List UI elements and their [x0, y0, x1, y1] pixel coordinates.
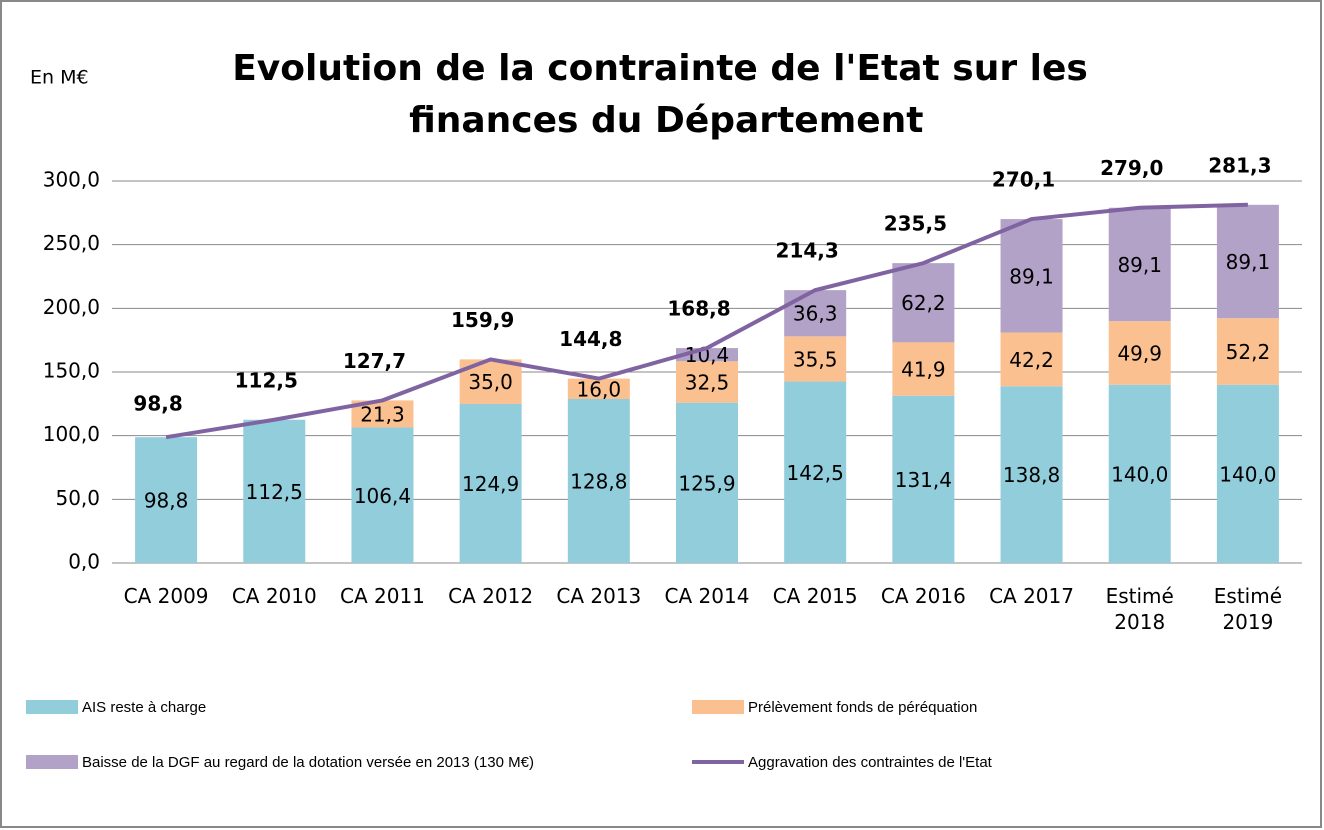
data-label: 125,9 — [678, 471, 735, 495]
data-label: 62,2 — [901, 291, 946, 315]
line-label: 270,1 — [992, 168, 1055, 192]
x-tick-label: CA 2010 — [231, 584, 317, 608]
x-tick-label: CA 2016 — [880, 584, 966, 608]
data-label: 21,3 — [360, 402, 405, 426]
y-tick-label: 100,0 — [43, 422, 100, 446]
data-label: 124,9 — [462, 472, 519, 496]
x-tick-label: CA 2013 — [556, 584, 642, 608]
data-label: 112,5 — [246, 480, 303, 504]
data-label: 89,1 — [1009, 264, 1054, 288]
bar-segment — [892, 395, 955, 563]
data-label: 35,5 — [793, 347, 838, 371]
data-label: 98,8 — [144, 489, 189, 513]
bar-segment — [1216, 318, 1279, 385]
bar-segment — [567, 398, 630, 563]
bar-segment — [243, 419, 306, 563]
line-label: 144,8 — [559, 327, 622, 351]
legend-swatch — [692, 700, 744, 714]
data-label: 131,4 — [895, 468, 952, 492]
line-label: 127,7 — [343, 349, 406, 373]
line-label: 281,3 — [1208, 153, 1271, 177]
data-label: 142,5 — [787, 461, 844, 485]
bar-segment — [1000, 219, 1063, 333]
line-label: 98,8 — [133, 392, 182, 416]
x-tick-label: CA 2017 — [989, 584, 1074, 608]
legend-swatch — [26, 755, 78, 769]
bar-segment — [784, 381, 847, 563]
x-tick-label: CA 2015 — [772, 584, 858, 608]
y-tick-label: 200,0 — [43, 295, 100, 319]
legend-label: AIS reste à charge — [82, 699, 206, 716]
line — [165, 202, 1248, 440]
bar-segment — [135, 437, 198, 563]
bar-segment — [892, 263, 955, 343]
bar-segment — [676, 402, 738, 563]
line-label: 279,0 — [1100, 156, 1163, 180]
data-label: 49,9 — [1117, 341, 1162, 365]
x-tick-label: Estimé 2018 — [1105, 584, 1174, 634]
data-label: 89,1 — [1226, 250, 1271, 274]
data-label: 128,8 — [570, 469, 627, 493]
legend-swatch — [26, 700, 78, 714]
data-label: 42,2 — [1009, 348, 1054, 372]
line-label: 112,5 — [235, 368, 298, 392]
bar-segment — [1000, 332, 1063, 387]
data-label: 41,9 — [901, 358, 946, 382]
data-label: 36,3 — [793, 302, 838, 326]
line-label: 168,8 — [667, 297, 730, 321]
bar-segment — [784, 336, 847, 382]
bar-segment — [1216, 204, 1279, 319]
bar-segment — [459, 403, 522, 563]
bar-segment — [567, 378, 630, 399]
x-tick-label: CA 2011 — [340, 584, 425, 608]
data-label: 89,1 — [1117, 253, 1162, 277]
chart-title: Evolution de la contrainte de l'Etat sur… — [232, 48, 1088, 141]
bar-segment — [784, 290, 847, 337]
data-label: 140,0 — [1111, 462, 1168, 486]
legend-label: Prélèvement fonds de péréquation — [748, 699, 977, 716]
data-label: 32,5 — [685, 370, 730, 394]
y-tick-label: 300,0 — [43, 168, 100, 192]
bar-segment — [1216, 384, 1279, 563]
bar-segment — [892, 342, 955, 396]
bar-segment — [351, 427, 414, 563]
data-label: 140,0 — [1219, 462, 1276, 486]
line-label: 159,9 — [451, 308, 514, 332]
bar-segment — [676, 361, 738, 403]
bar-segment — [1108, 207, 1171, 322]
line-label: 214,3 — [776, 239, 839, 263]
data-label: 16,0 — [577, 377, 622, 401]
legend-label: Baisse de la DGF au regard de la dotatio… — [82, 754, 534, 771]
x-tick-label: CA 2009 — [123, 584, 209, 608]
data-label: 52,2 — [1226, 340, 1271, 364]
x-tick-label: Estimé 2019 — [1213, 584, 1283, 634]
bar-segment — [1108, 321, 1171, 385]
y-axis-label: En M€ — [30, 67, 89, 89]
y-tick-label: 50,0 — [55, 486, 100, 510]
y-tick-label: 150,0 — [43, 359, 100, 383]
data-label: 138,8 — [1003, 463, 1060, 487]
y-tick-label: 250,0 — [43, 231, 100, 255]
x-tick-label: CA 2014 — [664, 584, 750, 608]
y-tick-label: 0,0 — [68, 550, 100, 574]
legend-label: Aggravation des contraintes de l'Etat — [748, 754, 993, 771]
data-label: 35,0 — [468, 370, 513, 394]
bar-segment — [1000, 386, 1063, 563]
line-label: 235,5 — [884, 212, 947, 236]
x-tick-label: CA 2012 — [448, 584, 534, 608]
bar-segment — [1108, 384, 1171, 563]
data-label: 106,4 — [354, 484, 411, 508]
